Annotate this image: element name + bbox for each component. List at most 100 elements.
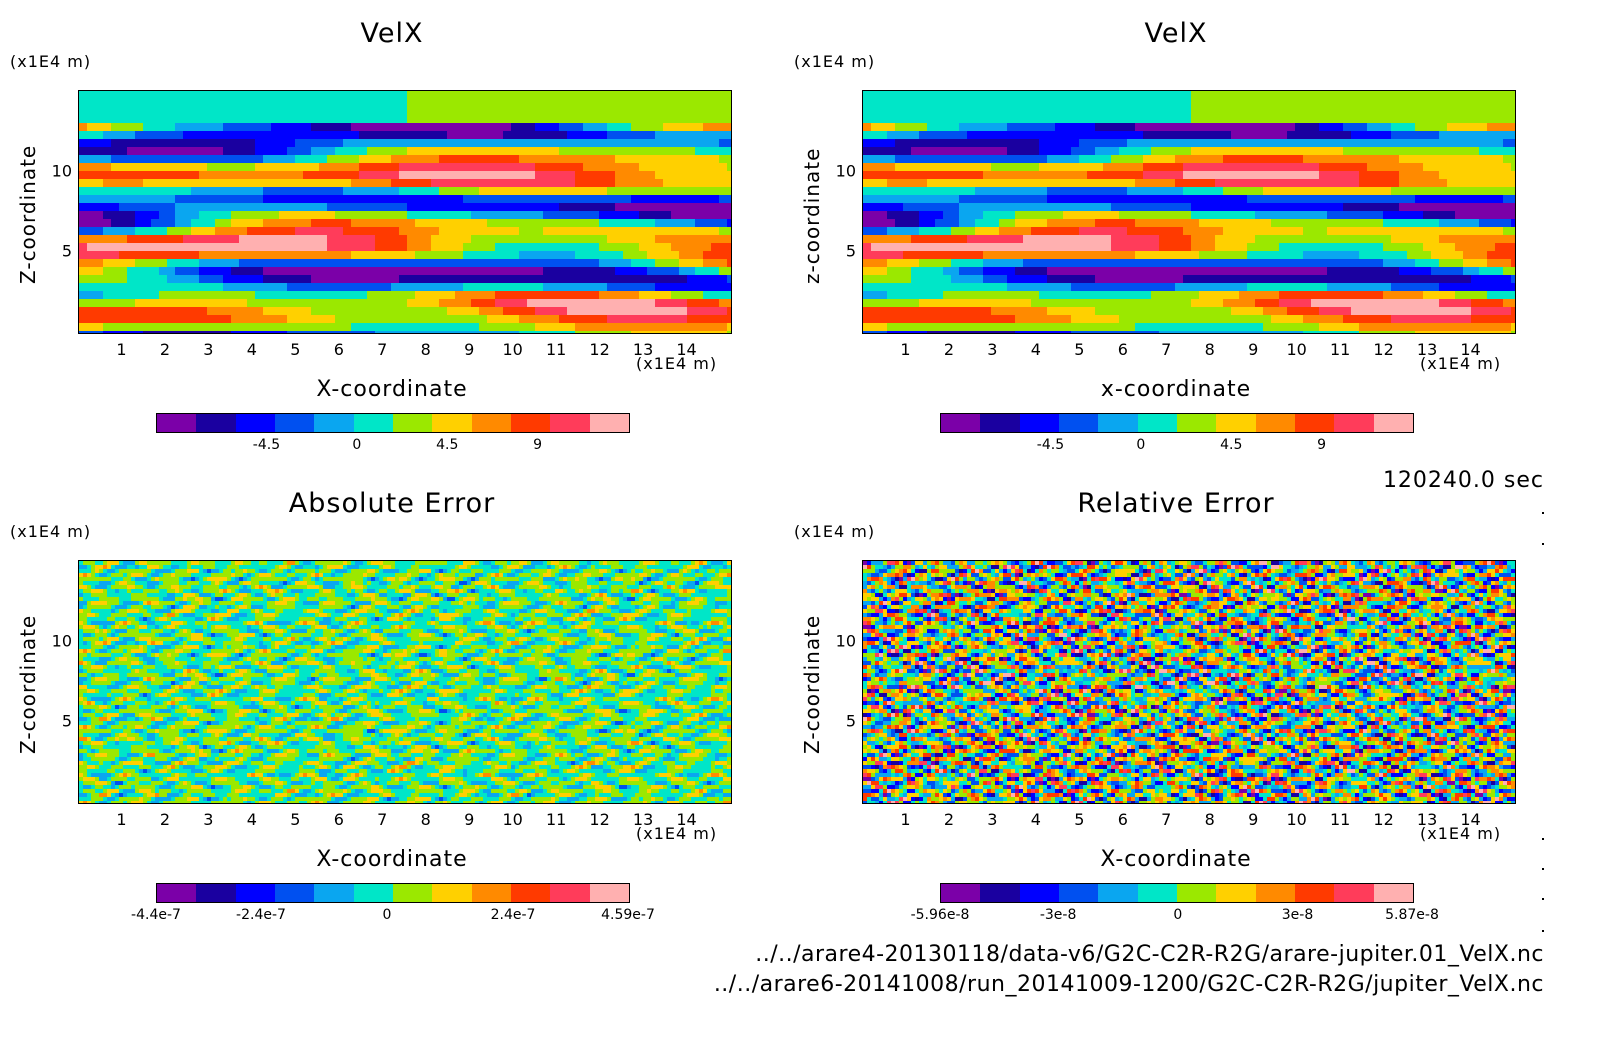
colorbar-swatch bbox=[471, 884, 511, 902]
x-tick-label: 2 bbox=[944, 340, 954, 359]
colorbar-swatch bbox=[1216, 884, 1256, 902]
colorbar-swatch bbox=[510, 884, 551, 902]
colorbar-swatch bbox=[550, 414, 590, 432]
x-unit-label: (x1E4 m) bbox=[636, 354, 717, 373]
chart-panel-1: VelX (x1E4 m) Z-coordinate 1 2 3 4 5 6 7 8 9 10 11 12 1… bbox=[0, 0, 780, 470]
x-tick-label: 1 bbox=[116, 340, 126, 359]
colorbar-tick-label: -3e-8 bbox=[1040, 907, 1077, 923]
x-tick-label: 13 bbox=[633, 810, 653, 829]
colorbar-tick-label: 9 bbox=[1317, 437, 1326, 453]
colorbar-swatch bbox=[314, 414, 354, 432]
colorbar-tick-label: 2.4e-7 bbox=[491, 907, 536, 923]
colorbar-swatch bbox=[589, 414, 629, 432]
x-tick-label: 12 bbox=[589, 340, 609, 359]
x-unit-label: (x1E4 m) bbox=[636, 824, 717, 843]
colorbar-swatch bbox=[1058, 414, 1099, 432]
colorbar-tick-label: 0 bbox=[1173, 907, 1182, 923]
x-tick-label: 4 bbox=[1031, 810, 1041, 829]
x-tick-label: 7 bbox=[1161, 810, 1171, 829]
heatmap-plot bbox=[862, 560, 1516, 804]
x-tick-label: 11 bbox=[1330, 810, 1350, 829]
y-tick-label: 10 bbox=[826, 161, 856, 180]
x-tick-label: 5 bbox=[1074, 340, 1084, 359]
x-tick-label: 12 bbox=[589, 810, 609, 829]
heatmap-cells bbox=[79, 91, 731, 333]
x-tick-label: 7 bbox=[377, 340, 387, 359]
x-unit-label: (x1E4 m) bbox=[1420, 354, 1501, 373]
y-tick-label: 10 bbox=[42, 631, 72, 650]
x-tick-label: 1 bbox=[900, 810, 910, 829]
colorbar-swatch bbox=[1137, 884, 1177, 902]
dot-marker bbox=[1542, 512, 1544, 514]
x-tick-label: 7 bbox=[1161, 340, 1171, 359]
colorbar-swatch bbox=[157, 414, 197, 432]
colorbar-swatch bbox=[1294, 884, 1335, 902]
heatmap-cells bbox=[863, 91, 1515, 333]
colorbar-swatch bbox=[471, 414, 511, 432]
chart-panel-3: Absolute Error (x1E4 m) Z-coordinate 1 2 3 4 5 6… bbox=[0, 470, 780, 940]
colorbar-tick-label: 0 bbox=[383, 907, 392, 923]
y-unit-label: (x1E4 m) bbox=[10, 52, 91, 71]
heatmap-plot bbox=[862, 90, 1516, 334]
x-tick-label: 12 bbox=[1373, 340, 1393, 359]
x-tick-label: 3 bbox=[987, 340, 997, 359]
y-unit-label: (x1E4 m) bbox=[794, 52, 875, 71]
y-tick-label: 5 bbox=[42, 712, 72, 731]
colorbar-swatch bbox=[980, 414, 1020, 432]
dot-marker bbox=[1542, 838, 1544, 840]
x-tick-label: 2 bbox=[160, 340, 170, 359]
colorbar-swatch bbox=[941, 414, 981, 432]
colorbar-swatch bbox=[1137, 414, 1177, 432]
dot-marker bbox=[1542, 543, 1544, 545]
x-tick-label: 9 bbox=[1248, 810, 1258, 829]
chart-title: VelX bbox=[62, 18, 722, 49]
colorbar-tick-label: -5.96e-8 bbox=[911, 907, 970, 923]
footer-file-1: ../../arare4-20130118/data-v6/G2C-C2R-R2… bbox=[755, 942, 1544, 967]
colorbar bbox=[940, 413, 1414, 433]
chart-title: VelX bbox=[846, 18, 1506, 49]
colorbar-swatch bbox=[157, 884, 197, 902]
x-tick-label: 11 bbox=[546, 810, 566, 829]
x-axis-label: x-coordinate bbox=[846, 377, 1506, 402]
colorbar-swatch bbox=[550, 884, 590, 902]
colorbar-swatch bbox=[941, 884, 981, 902]
colorbar-swatch bbox=[589, 884, 629, 902]
y-tick-label: 5 bbox=[42, 242, 72, 261]
x-tick-label: 12 bbox=[1373, 810, 1393, 829]
colorbar-swatch bbox=[235, 414, 275, 432]
y-axis-label: Z-coordinate bbox=[16, 145, 40, 284]
x-tick-label: 9 bbox=[464, 340, 474, 359]
x-tick-label: 4 bbox=[1031, 340, 1041, 359]
dot-marker bbox=[1542, 868, 1544, 870]
dot-marker bbox=[1542, 930, 1544, 932]
x-tick-label: 3 bbox=[203, 340, 213, 359]
colorbar-swatch bbox=[1255, 884, 1295, 902]
x-tick-label: 3 bbox=[987, 810, 997, 829]
x-tick-label: 8 bbox=[1205, 810, 1215, 829]
heatmap-svg bbox=[863, 561, 1515, 803]
x-tick-label: 5 bbox=[1074, 810, 1084, 829]
x-tick-label: 6 bbox=[334, 810, 344, 829]
colorbar-swatch bbox=[353, 414, 393, 432]
x-tick-label: 1 bbox=[116, 810, 126, 829]
colorbar-swatch bbox=[1373, 414, 1413, 432]
chart-panel-2: VelX (x1E4 m) z-coordinate 1 2 3 4 5 6 7 8 9 10 11 12 1… bbox=[784, 0, 1564, 470]
colorbar bbox=[156, 883, 630, 903]
colorbar-swatch bbox=[1334, 414, 1374, 432]
x-axis-label: X-coordinate bbox=[62, 377, 722, 402]
footer-file-2: ../../arare6-20141008/run_20141009-1200/… bbox=[714, 972, 1544, 997]
x-axis-label: X-coordinate bbox=[62, 847, 722, 872]
x-tick-label: 13 bbox=[1417, 340, 1437, 359]
x-tick-label: 14 bbox=[1460, 810, 1480, 829]
x-tick-label: 8 bbox=[1205, 340, 1215, 359]
colorbar-tick-label: 0 bbox=[352, 437, 361, 453]
time-label: 120240.0 sec bbox=[1383, 468, 1544, 493]
x-tick-label: 10 bbox=[1286, 340, 1306, 359]
colorbar-swatch bbox=[196, 884, 236, 902]
heatmap-plot bbox=[78, 560, 732, 804]
colorbar-swatch bbox=[432, 884, 472, 902]
colorbar-swatch bbox=[274, 414, 315, 432]
colorbar-swatch bbox=[1098, 414, 1138, 432]
x-tick-label: 8 bbox=[421, 340, 431, 359]
colorbar-swatch bbox=[353, 884, 393, 902]
